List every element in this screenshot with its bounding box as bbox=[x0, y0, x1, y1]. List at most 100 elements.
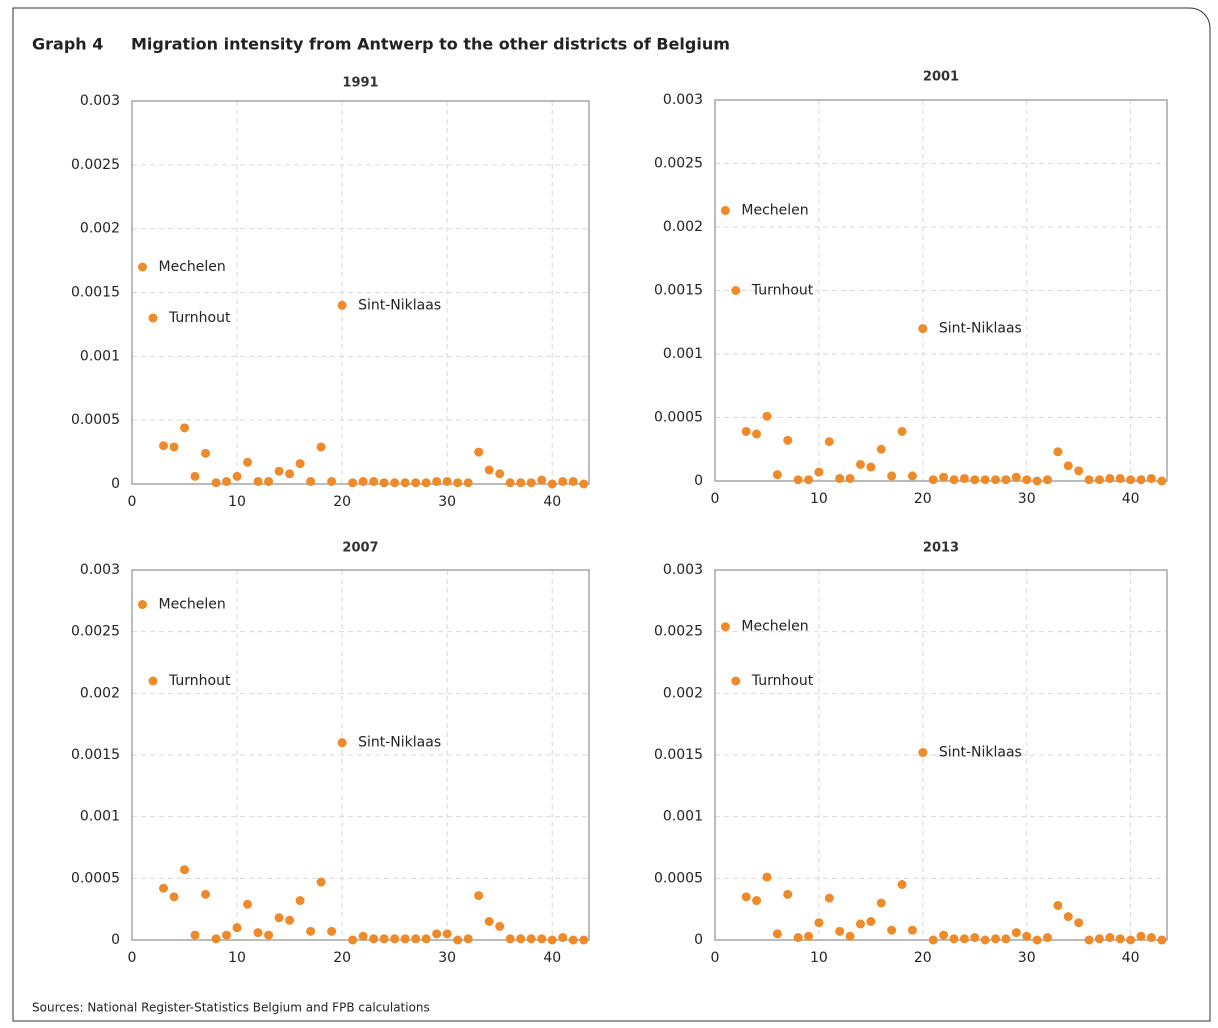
point bbox=[970, 475, 980, 485]
y-tick-label: 0.002 bbox=[663, 219, 703, 235]
point bbox=[264, 476, 274, 486]
point bbox=[949, 475, 959, 485]
y-tick-label: 0.0015 bbox=[71, 285, 120, 301]
point bbox=[400, 934, 410, 944]
point bbox=[474, 447, 484, 457]
source-note: Sources: National Register-Statistics Be… bbox=[32, 1001, 430, 1015]
point bbox=[1084, 475, 1094, 485]
point bbox=[327, 476, 337, 486]
point bbox=[991, 475, 1001, 485]
point bbox=[1136, 931, 1146, 941]
graph-title: Migration intensity from Antwerp to the … bbox=[131, 35, 730, 54]
point bbox=[453, 935, 463, 945]
point bbox=[897, 426, 907, 436]
point bbox=[201, 889, 211, 899]
point bbox=[211, 934, 221, 944]
y-tick-label: 0.002 bbox=[663, 685, 703, 701]
x-tick-label: 20 bbox=[914, 950, 932, 966]
point bbox=[505, 934, 515, 944]
point bbox=[835, 926, 845, 936]
point bbox=[180, 423, 190, 433]
point bbox=[959, 934, 969, 944]
point bbox=[731, 676, 741, 686]
point bbox=[505, 478, 515, 488]
point-annotation: Mechelen bbox=[159, 259, 226, 275]
point bbox=[720, 622, 730, 632]
point bbox=[348, 935, 358, 945]
x-tick-label: 30 bbox=[438, 950, 456, 966]
point bbox=[222, 930, 232, 940]
point bbox=[939, 930, 949, 940]
x-tick-label: 30 bbox=[1018, 950, 1036, 966]
x-tick-label: 10 bbox=[228, 494, 246, 510]
point-annotation: Turnhout bbox=[751, 673, 814, 689]
point-annotation: Sint-Niklaas bbox=[358, 297, 441, 313]
point bbox=[358, 476, 368, 486]
point bbox=[907, 471, 917, 481]
point bbox=[1063, 461, 1073, 471]
x-tick-label: 0 bbox=[128, 950, 137, 966]
point bbox=[814, 918, 824, 928]
x-tick-label: 40 bbox=[1122, 950, 1140, 966]
y-tick-label: 0.0025 bbox=[654, 156, 703, 172]
point bbox=[253, 928, 263, 938]
panel-title: 2013 bbox=[923, 541, 959, 556]
y-tick-label: 0.0005 bbox=[71, 412, 120, 428]
point bbox=[1032, 476, 1042, 486]
point bbox=[547, 935, 557, 945]
point bbox=[1074, 466, 1084, 476]
point-annotation: Turnhout bbox=[751, 283, 814, 299]
point bbox=[741, 426, 751, 436]
point bbox=[1105, 473, 1115, 483]
x-tick-label: 40 bbox=[1122, 491, 1140, 507]
x-tick-label: 30 bbox=[438, 494, 456, 510]
y-tick-label: 0.003 bbox=[80, 562, 120, 578]
x-tick-label: 0 bbox=[711, 491, 720, 507]
point bbox=[1001, 934, 1011, 944]
point bbox=[211, 478, 221, 488]
point bbox=[484, 465, 494, 475]
x-tick-label: 0 bbox=[711, 950, 720, 966]
point bbox=[369, 934, 379, 944]
point bbox=[887, 925, 897, 935]
point bbox=[253, 476, 263, 486]
point bbox=[453, 478, 463, 488]
point bbox=[379, 934, 389, 944]
y-tick-label: 0 bbox=[111, 932, 120, 948]
point bbox=[495, 921, 505, 931]
point bbox=[390, 478, 400, 488]
point bbox=[1094, 475, 1104, 485]
point bbox=[1043, 933, 1053, 943]
point bbox=[432, 476, 442, 486]
point bbox=[1011, 928, 1021, 938]
point bbox=[731, 286, 741, 295]
point bbox=[1001, 475, 1011, 485]
point bbox=[232, 923, 242, 933]
point bbox=[432, 929, 442, 939]
y-tick-label: 0.003 bbox=[80, 93, 120, 109]
point bbox=[306, 476, 316, 486]
point bbox=[1115, 473, 1125, 483]
point bbox=[918, 324, 928, 334]
point bbox=[1053, 447, 1063, 457]
point bbox=[845, 473, 855, 483]
point bbox=[887, 471, 897, 481]
point bbox=[752, 429, 762, 439]
point bbox=[190, 471, 200, 481]
y-tick-label: 0.001 bbox=[663, 346, 703, 362]
y-tick-label: 0.0025 bbox=[654, 624, 703, 640]
y-tick-label: 0.0005 bbox=[71, 870, 120, 886]
point bbox=[243, 899, 253, 909]
point bbox=[484, 917, 494, 926]
point bbox=[824, 893, 834, 903]
point bbox=[772, 470, 782, 480]
point bbox=[474, 891, 484, 901]
x-tick-label: 40 bbox=[543, 950, 561, 966]
point bbox=[1157, 476, 1167, 486]
point bbox=[316, 442, 326, 452]
point bbox=[1022, 475, 1032, 485]
point bbox=[526, 478, 536, 488]
x-tick-label: 20 bbox=[333, 950, 351, 966]
point bbox=[897, 880, 907, 889]
